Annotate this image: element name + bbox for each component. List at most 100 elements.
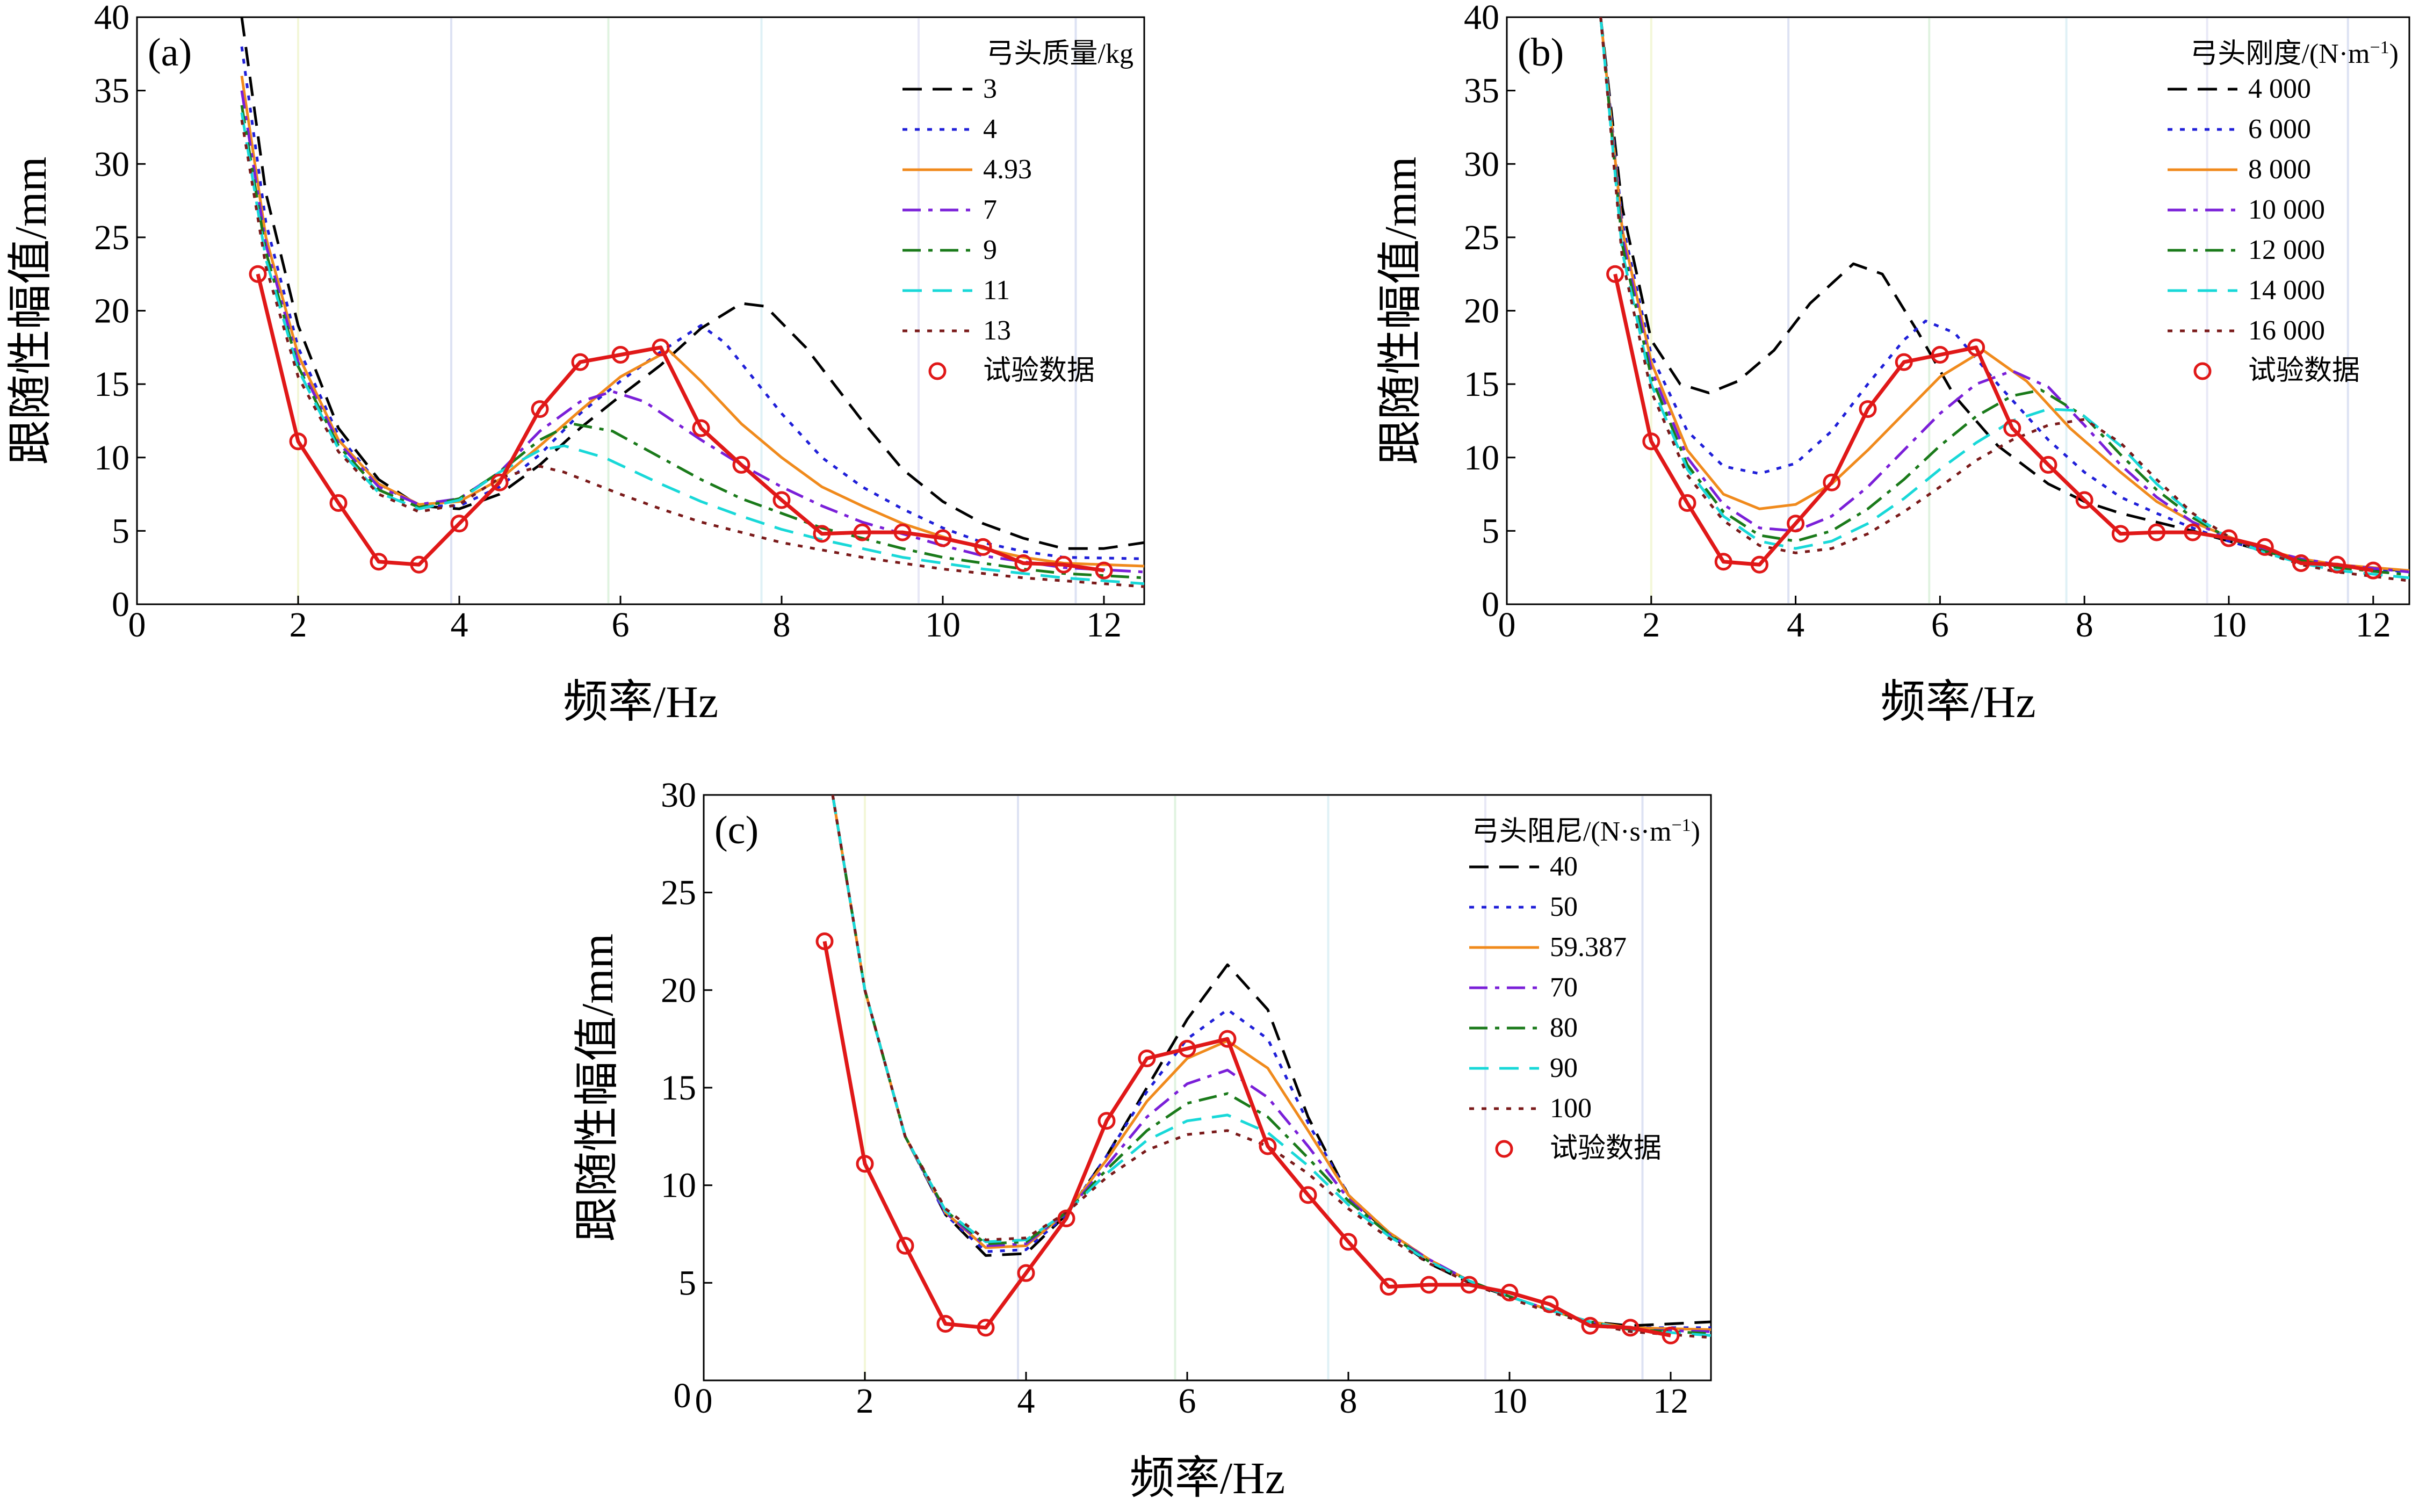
legend-label: 14 000 — [2248, 275, 2325, 306]
y-tick-label: 0 — [1482, 585, 1499, 624]
y-tick-label: 5 — [112, 511, 129, 551]
experiment-point — [410, 555, 428, 574]
experiment-point — [1859, 400, 1877, 418]
experiment-point — [652, 338, 670, 357]
x-tick-label: 6 — [1179, 1381, 1196, 1421]
y-tick-label: 5 — [678, 1263, 696, 1303]
x-tick-label: 10 — [2211, 605, 2247, 645]
y-tick-label: 35 — [94, 71, 129, 111]
legend-label: 70 — [1550, 972, 1578, 1003]
experiment-point — [2328, 555, 2346, 574]
experiment-point — [1460, 1276, 1478, 1294]
experiment-point — [936, 1315, 955, 1333]
x-tick-label: 10 — [1492, 1381, 1527, 1421]
y-tick-label: 20 — [1464, 292, 1499, 331]
experiment-point — [2364, 561, 2382, 580]
experiment-point — [1420, 1276, 1438, 1294]
series-line-14000 — [1599, 17, 2409, 580]
legend-label: 9 — [983, 235, 997, 265]
y-tick-label: 10 — [94, 438, 129, 478]
experiment-point — [2220, 529, 2238, 547]
experiment-point — [1218, 1030, 1237, 1048]
experiment-point — [289, 432, 307, 451]
experiment-point — [2184, 523, 2202, 541]
experiment-point — [1541, 1295, 1559, 1313]
x-tick-label: 10 — [925, 605, 961, 645]
x-tick-label: 8 — [1340, 1381, 1357, 1421]
x-tick-label: 2 — [1642, 605, 1660, 645]
experiment-point — [249, 265, 267, 283]
experiment-point — [2003, 419, 2021, 437]
legend-label: 8 000 — [2248, 154, 2311, 185]
experiment-point — [2256, 538, 2274, 556]
experiment-point — [2039, 455, 2057, 474]
panel-a: 0 2 4 6 8 10 12 0 5 10 15 20 25 30 35 40 频率/Hz 跟随性幅值/mm (a… — [6, 0, 1145, 727]
experiment-point — [1178, 1039, 1196, 1058]
experiment-point — [571, 353, 589, 371]
legend-label: 4 000 — [2248, 74, 2311, 104]
legend-label: 80 — [1550, 1012, 1578, 1043]
series-line-40 — [831, 795, 1711, 1327]
plot-area — [815, 795, 1711, 1344]
legend-marker — [2193, 362, 2212, 380]
series-line-100 — [831, 795, 1711, 1339]
experiment-point — [1823, 473, 1841, 491]
experiment-point — [692, 419, 710, 437]
experiment-point — [1339, 1233, 1357, 1251]
experiment-point — [2111, 525, 2129, 543]
experiment-point — [490, 473, 509, 491]
legend-label: 40 — [1550, 851, 1578, 882]
y-tick-label: 40 — [1464, 0, 1499, 37]
series-line-59.387 — [831, 795, 1711, 1331]
y-tick-label: 40 — [94, 0, 129, 37]
x-tick-label: 12 — [1086, 605, 1122, 645]
y-tick-label: 30 — [1464, 144, 1499, 184]
experiment-point — [1299, 1186, 1317, 1204]
y-tick-label: 35 — [1464, 71, 1499, 111]
x-tick-label: 2 — [290, 605, 307, 645]
origin-label: 0 — [674, 1376, 691, 1415]
x-axis-label: 频率/Hz — [1880, 677, 2035, 727]
x-tick-label: 4 — [1017, 1381, 1035, 1421]
experiment-point — [1581, 1316, 1599, 1335]
experiment-line — [256, 273, 1104, 573]
panel-b: 0 2 4 6 8 10 12 0 5 10 15 20 25 30 35 40 频率/Hz 跟随性幅值/mm (b… — [1376, 0, 2410, 727]
experiment-point — [815, 932, 834, 950]
experiment-point — [329, 494, 348, 512]
x-tick-label: 4 — [1787, 605, 1804, 645]
legend-label: 4 — [983, 114, 997, 144]
y-tick-label: 20 — [94, 292, 129, 331]
legend-title-sup: −1 — [2370, 38, 2389, 57]
experiment-point — [1621, 1319, 1640, 1337]
legend-label: 100 — [1550, 1093, 1592, 1124]
legend: 弓头刚度/(N·m−1) 4 000 6 000 8 000 10 000 12 000 1… — [2168, 38, 2399, 386]
series-line-16000 — [1599, 17, 2409, 582]
series-line-7 — [240, 90, 1144, 574]
experiment-point — [2148, 523, 2166, 541]
experiment-point — [1787, 515, 1805, 533]
legend-label: 4.93 — [983, 154, 1032, 185]
experiment-point — [856, 1155, 874, 1173]
y-tick-label: 10 — [1464, 438, 1499, 478]
y-tick-label: 15 — [1464, 365, 1499, 404]
legend-title: 弓头刚度/(N·m−1) — [2190, 38, 2399, 70]
experiment-point — [853, 523, 871, 541]
experiment-point — [893, 523, 912, 541]
x-tick-label: 2 — [856, 1381, 874, 1421]
y-tick-label: 25 — [94, 218, 129, 257]
y-tick-label: 15 — [94, 365, 129, 404]
panel-c: 0 2 4 6 8 10 12 5 10 15 20 25 30 0 频率/Hz 跟随性幅值/mm (c) 弓头阻… — [573, 776, 1712, 1503]
legend-title: 弓头阻尼/(N·s·m−1) — [1471, 815, 1700, 848]
y-tick-label: 30 — [661, 776, 696, 815]
x-tick-label: 0 — [695, 1381, 713, 1421]
y-tick-label: 5 — [1482, 511, 1499, 551]
series-line-10000 — [1599, 17, 2409, 574]
experiment-point — [813, 525, 831, 543]
x-tick-label: 6 — [612, 605, 630, 645]
legend-label: 12 000 — [2248, 235, 2325, 265]
legend-label: 试验数据 — [1550, 1133, 1662, 1164]
experiment-point — [1750, 555, 1768, 574]
experiment-point — [1642, 432, 1660, 451]
legend-label: 7 — [983, 194, 997, 225]
